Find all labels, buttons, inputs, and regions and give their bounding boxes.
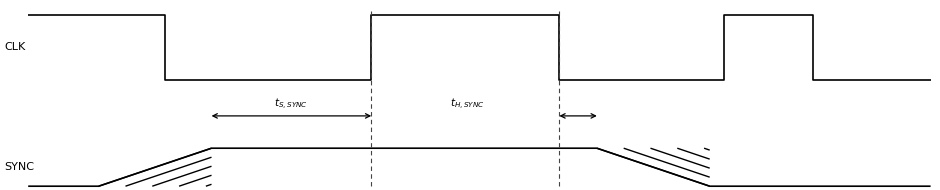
Text: $t_{H,SYNC}$: $t_{H,SYNC}$: [450, 97, 484, 112]
Text: CLK: CLK: [5, 43, 26, 52]
Text: $t_{S,SYNC}$: $t_{S,SYNC}$: [274, 97, 308, 112]
Text: SYNC: SYNC: [5, 162, 35, 172]
